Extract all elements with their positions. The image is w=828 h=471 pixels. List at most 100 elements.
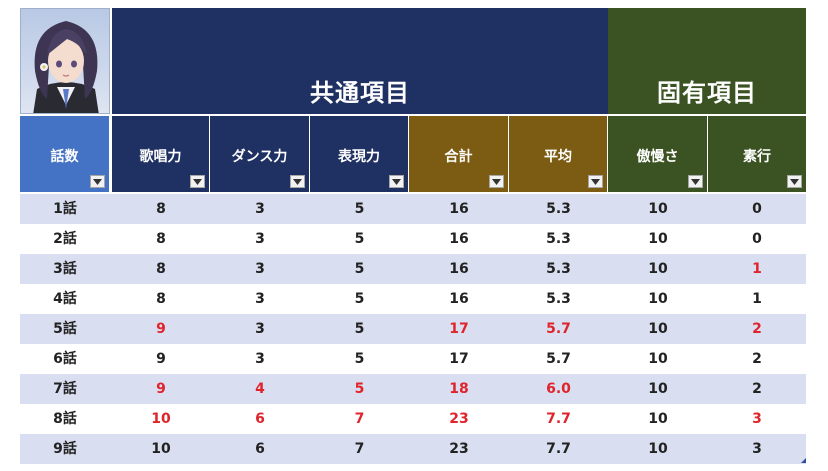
table-cell[interactable]: 10 [151, 411, 171, 427]
table-cell[interactable]: 0 [752, 231, 762, 247]
table-cell[interactable]: 6 [255, 411, 265, 427]
table-cell[interactable]: 3 [752, 411, 762, 427]
table-cell[interactable]: 8 [156, 231, 166, 247]
table-cell[interactable]: 1 [752, 261, 762, 277]
table-cell[interactable]: 3 [255, 321, 265, 337]
episode-cell[interactable]: 9話 [53, 441, 77, 457]
table-cell[interactable]: 3 [255, 261, 265, 277]
table-cell[interactable]: 10 [648, 201, 668, 217]
common-items-banner: 共通項目 [112, 8, 608, 114]
table-cell[interactable]: 5.7 [546, 351, 571, 367]
table-cell[interactable]: 7 [354, 411, 365, 427]
table-cell[interactable]: 10 [648, 261, 668, 277]
filter-dropdown-button[interactable] [688, 175, 703, 188]
episode-cell[interactable]: 3話 [53, 261, 77, 277]
column-header-average: 平均 [509, 116, 608, 192]
table-cell[interactable]: 10 [151, 441, 171, 457]
episode-cell[interactable]: 4話 [53, 291, 77, 307]
table-cell[interactable]: 2 [752, 351, 762, 367]
column-header-label: 傲慢さ [636, 149, 679, 165]
unique-items-banner: 固有項目 [608, 8, 806, 114]
table-cell[interactable]: 5 [354, 321, 365, 337]
character-avatar [20, 8, 110, 114]
table-cell[interactable]: 10 [648, 411, 668, 427]
table-cell[interactable]: 10 [648, 441, 668, 457]
table-cell[interactable]: 17 [449, 351, 469, 367]
table-cell[interactable]: 5.7 [546, 321, 571, 337]
table-row: 4話 8 3 5 16 5.3 10 1 [20, 284, 806, 314]
table-cell[interactable]: 1 [752, 291, 762, 307]
table-cell[interactable]: 10 [648, 291, 668, 307]
table-cell[interactable]: 8 [156, 261, 166, 277]
episode-cell[interactable]: 5話 [53, 321, 77, 337]
table-cell[interactable]: 5.3 [546, 201, 571, 217]
table-cell[interactable]: 6 [255, 441, 265, 457]
column-header-label: 歌唱力 [139, 149, 182, 165]
table-cell[interactable]: 23 [449, 411, 469, 427]
table-cell[interactable]: 7 [354, 441, 365, 457]
table-cell[interactable]: 7.7 [546, 411, 571, 427]
episode-cell[interactable]: 8話 [53, 411, 77, 427]
table-cell[interactable]: 18 [449, 381, 469, 397]
table-cell[interactable]: 5 [354, 261, 365, 277]
episode-cell[interactable]: 7話 [53, 381, 77, 397]
table-cell[interactable]: 16 [449, 231, 469, 247]
filter-dropdown-button[interactable] [90, 175, 105, 188]
table-cell[interactable]: 23 [449, 441, 469, 457]
table-cell[interactable]: 9 [156, 351, 166, 367]
filter-dropdown-button[interactable] [489, 175, 504, 188]
table-cell[interactable]: 8 [156, 201, 166, 217]
table-cell[interactable]: 7.7 [546, 441, 571, 457]
table-cell[interactable]: 5 [354, 201, 365, 217]
table-cell[interactable]: 9 [156, 321, 166, 337]
table-cell[interactable]: 0 [752, 201, 762, 217]
column-header-label: 話数 [50, 149, 79, 165]
table-cell[interactable]: 10 [648, 351, 668, 367]
table-cell[interactable]: 9 [156, 381, 166, 397]
table-cell[interactable]: 10 [648, 381, 668, 397]
table-cell[interactable]: 3 [255, 291, 265, 307]
table-cell[interactable]: 5 [354, 231, 365, 247]
filter-dropdown-button[interactable] [190, 175, 205, 188]
table-cell[interactable]: 3 [752, 441, 762, 457]
episode-cell[interactable]: 6話 [53, 351, 77, 367]
filter-dropdown-button[interactable] [389, 175, 404, 188]
character-portrait-icon [33, 21, 99, 113]
table-cell[interactable]: 16 [449, 291, 469, 307]
episode-cell[interactable]: 2話 [53, 231, 77, 247]
table-cell[interactable]: 4 [255, 381, 265, 397]
table-cell[interactable]: 16 [449, 201, 469, 217]
table-cell[interactable]: 10 [648, 231, 668, 247]
table-cell[interactable]: 6.0 [546, 381, 571, 397]
table-row: 1話 8 3 5 16 5.3 10 0 [20, 194, 806, 224]
table-cell[interactable]: 5 [354, 291, 365, 307]
table-cell[interactable]: 3 [255, 201, 265, 217]
column-header-arrogance: 傲慢さ [608, 116, 708, 192]
column-header-total: 合計 [409, 116, 509, 192]
table-cell[interactable]: 5 [354, 381, 365, 397]
table-cell[interactable]: 16 [449, 261, 469, 277]
table-cell[interactable]: 3 [255, 351, 265, 367]
chevron-down-icon [591, 178, 600, 185]
column-header-singing: 歌唱力 [112, 116, 210, 192]
table-cell[interactable]: 5.3 [546, 261, 571, 277]
filter-dropdown-button[interactable] [290, 175, 305, 188]
filter-dropdown-button[interactable] [588, 175, 603, 188]
episode-cell[interactable]: 1話 [53, 201, 77, 217]
table-cell[interactable]: 3 [255, 231, 265, 247]
column-header-label: 素行 [743, 149, 771, 165]
filter-dropdown-button[interactable] [787, 175, 802, 188]
table-cell[interactable]: 10 [648, 321, 668, 337]
table-row: 3話 8 3 5 16 5.3 10 1 [20, 254, 806, 284]
table-cell[interactable]: 17 [449, 321, 469, 337]
table-cell[interactable]: 2 [752, 321, 762, 337]
table-cell[interactable]: 5.3 [546, 231, 571, 247]
table-cell[interactable]: 5 [354, 351, 365, 367]
table-row: 7話 9 4 5 18 6.0 10 2 [20, 374, 806, 404]
table-resize-handle[interactable] [801, 458, 806, 463]
chevron-down-icon [492, 178, 501, 185]
table-cell[interactable]: 5.3 [546, 291, 571, 307]
table-cell[interactable]: 2 [752, 381, 762, 397]
table-cell[interactable]: 8 [156, 291, 166, 307]
